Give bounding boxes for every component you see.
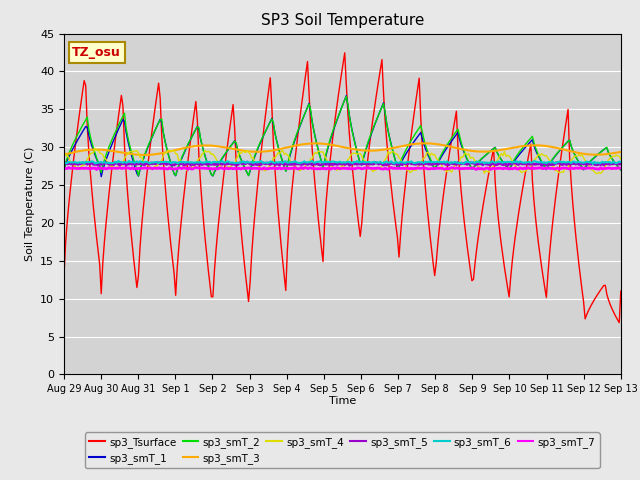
sp3_smT_7: [228, 165, 236, 171]
sp3_smT_2: [617, 167, 625, 173]
sp3_smT_2: [134, 173, 142, 179]
sp3_smT_4: [617, 156, 625, 162]
sp3_Tsurface: [254, 180, 262, 185]
sp3_smT_5: [504, 163, 511, 168]
sp3_smT_1: [97, 174, 105, 180]
sp3_smT_1: [342, 93, 350, 98]
sp3_smT_5: [226, 160, 234, 166]
sp3_smT_1: [60, 167, 68, 173]
sp3_smT_5: [255, 161, 263, 167]
sp3_smT_4: [246, 151, 254, 157]
Line: sp3_smT_3: sp3_smT_3: [64, 144, 621, 155]
sp3_smT_5: [60, 161, 68, 167]
sp3_smT_7: [93, 167, 100, 172]
sp3_smT_3: [255, 149, 263, 155]
sp3_smT_4: [305, 161, 313, 167]
sp3_Tsurface: [616, 320, 623, 325]
sp3_smT_7: [255, 166, 263, 171]
sp3_smT_1: [589, 156, 596, 162]
sp3_smT_5: [129, 161, 136, 167]
sp3_smT_2: [589, 156, 596, 161]
sp3_smT_1: [130, 160, 138, 166]
sp3_Tsurface: [226, 124, 234, 130]
sp3_smT_3: [60, 152, 68, 157]
sp3_smT_3: [141, 152, 148, 158]
Line: sp3_smT_4: sp3_smT_4: [64, 148, 621, 174]
sp3_smT_6: [60, 159, 68, 165]
sp3_smT_3: [246, 149, 254, 155]
sp3_smT_7: [60, 166, 68, 171]
sp3_smT_1: [305, 100, 313, 106]
sp3_Tsurface: [244, 299, 252, 304]
sp3_smT_6: [589, 161, 596, 167]
sp3_smT_1: [228, 142, 236, 148]
sp3_smT_6: [228, 160, 236, 166]
sp3_smT_7: [130, 166, 138, 172]
sp3_smT_2: [246, 168, 254, 173]
sp3_smT_5: [617, 161, 625, 167]
sp3_smT_6: [246, 159, 254, 165]
sp3_smT_6: [255, 159, 263, 165]
sp3_Tsurface: [341, 50, 349, 56]
sp3_smT_4: [255, 166, 263, 172]
sp3_Tsurface: [129, 242, 136, 248]
sp3_smT_2: [60, 167, 68, 173]
sp3_smT_7: [298, 165, 305, 170]
sp3_smT_3: [305, 141, 313, 146]
sp3_smT_2: [342, 94, 350, 99]
Title: SP3 Soil Temperature: SP3 Soil Temperature: [260, 13, 424, 28]
sp3_smT_4: [228, 163, 236, 168]
sp3_smT_6: [130, 160, 138, 166]
sp3_smT_3: [422, 141, 429, 146]
sp3_smT_6: [115, 158, 122, 164]
sp3_smT_7: [307, 165, 314, 171]
sp3_Tsurface: [588, 302, 595, 308]
Legend: sp3_Tsurface, sp3_smT_1, sp3_smT_2, sp3_smT_3, sp3_smT_4, sp3_smT_5, sp3_smT_6, : sp3_Tsurface, sp3_smT_1, sp3_smT_2, sp3_…: [85, 432, 600, 468]
sp3_smT_5: [246, 161, 254, 167]
sp3_smT_2: [255, 141, 263, 147]
Line: sp3_smT_1: sp3_smT_1: [64, 96, 621, 177]
sp3_smT_2: [228, 142, 236, 148]
X-axis label: Time: Time: [329, 396, 356, 406]
sp3_smT_2: [305, 101, 313, 107]
sp3_smT_5: [243, 159, 251, 165]
sp3_smT_2: [129, 152, 136, 158]
sp3_smT_7: [617, 165, 625, 171]
sp3_smT_6: [305, 159, 313, 165]
sp3_smT_7: [246, 166, 254, 171]
sp3_smT_4: [130, 148, 138, 154]
sp3_smT_1: [255, 142, 263, 148]
Line: sp3_smT_6: sp3_smT_6: [64, 161, 621, 164]
sp3_smT_4: [594, 171, 602, 177]
sp3_smT_1: [246, 168, 254, 174]
sp3_smT_3: [617, 149, 625, 155]
sp3_smT_1: [617, 167, 625, 173]
sp3_smT_6: [588, 159, 595, 165]
Line: sp3_Tsurface: sp3_Tsurface: [64, 53, 621, 323]
sp3_smT_7: [589, 165, 596, 171]
sp3_smT_5: [589, 160, 596, 166]
Y-axis label: Soil Temperature (C): Soil Temperature (C): [24, 147, 35, 261]
sp3_smT_3: [129, 151, 136, 157]
sp3_Tsurface: [303, 59, 311, 64]
sp3_Tsurface: [60, 273, 68, 279]
Line: sp3_smT_7: sp3_smT_7: [64, 168, 621, 169]
sp3_smT_3: [228, 146, 236, 152]
sp3_smT_6: [617, 159, 625, 165]
sp3_smT_4: [91, 145, 99, 151]
sp3_smT_4: [588, 167, 595, 172]
Text: TZ_osu: TZ_osu: [72, 46, 121, 59]
sp3_smT_5: [305, 161, 313, 167]
sp3_smT_4: [60, 149, 68, 155]
Line: sp3_smT_5: sp3_smT_5: [64, 162, 621, 166]
sp3_Tsurface: [617, 288, 625, 294]
sp3_smT_3: [589, 152, 596, 157]
Line: sp3_smT_2: sp3_smT_2: [64, 96, 621, 176]
